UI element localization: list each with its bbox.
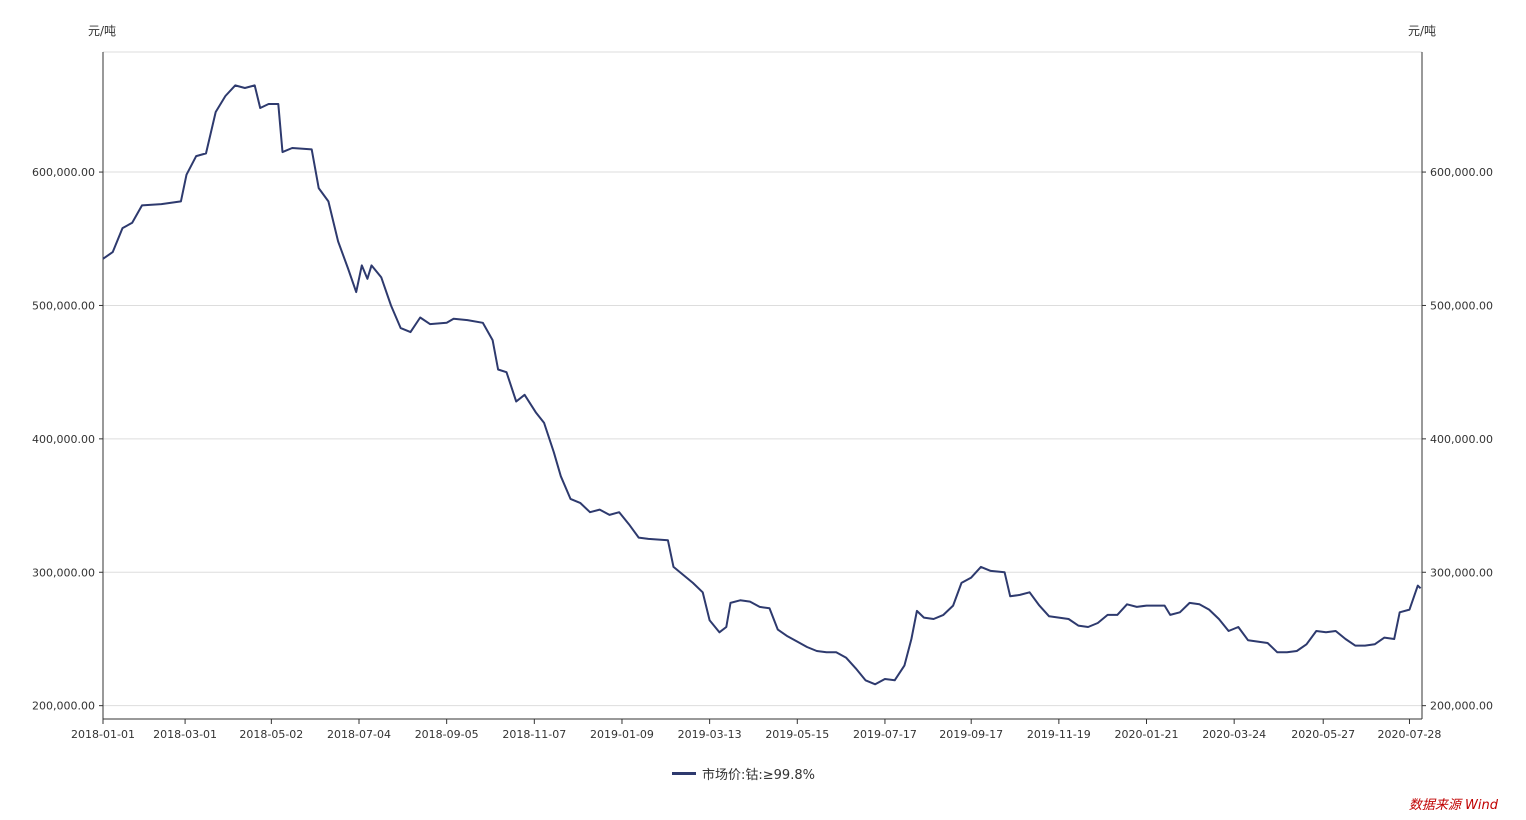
x-tick-label: 2020-07-28 (1378, 728, 1442, 741)
y-tick-label-left: 400,000.00 (32, 433, 95, 446)
y-tick-label-right: 200,000.00 (1430, 700, 1493, 713)
x-tick-label: 2018-11-07 (502, 728, 566, 741)
x-tick-label: 2020-03-24 (1202, 728, 1266, 741)
y-tick-label-right: 400,000.00 (1430, 433, 1493, 446)
y-tick-label-left: 600,000.00 (32, 166, 95, 179)
y-tick-label-right: 600,000.00 (1430, 166, 1493, 179)
y-tick-label-left: 300,000.00 (32, 566, 95, 579)
x-tick-label: 2020-05-27 (1291, 728, 1355, 741)
x-tick-label: 2020-01-21 (1115, 728, 1179, 741)
legend-line-icon (672, 772, 696, 775)
x-tick-label: 2019-05-15 (765, 728, 829, 741)
x-tick-label: 2019-09-17 (939, 728, 1003, 741)
x-tick-label: 2018-09-05 (415, 728, 479, 741)
y-tick-label-right: 300,000.00 (1430, 566, 1493, 579)
x-tick-label: 2019-03-13 (678, 728, 742, 741)
y-tick-label-right: 500,000.00 (1430, 299, 1493, 312)
y-axis-left-unit: 元/吨 (88, 24, 117, 38)
x-tick-label: 2018-05-02 (239, 728, 303, 741)
y-axis-right-unit: 元/吨 (1408, 24, 1437, 38)
y-tick-label-left: 200,000.00 (32, 700, 95, 713)
x-tick-label: 2019-01-09 (590, 728, 654, 741)
legend[interactable]: 市场价:钴:≥99.8% (672, 764, 815, 783)
x-tick-label: 2019-07-17 (853, 728, 917, 741)
x-tick-label: 2018-01-01 (71, 728, 135, 741)
y-tick-label-left: 500,000.00 (32, 299, 95, 312)
series-line (102, 84, 1422, 686)
x-tick-label: 2019-11-19 (1027, 728, 1091, 741)
legend-label: 市场价:钴:≥99.8% (702, 768, 815, 783)
x-tick-label: 2018-03-01 (153, 728, 217, 741)
x-tick-label: 2018-07-04 (327, 728, 391, 741)
source-label: 数据来源 Wind (1408, 798, 1498, 813)
